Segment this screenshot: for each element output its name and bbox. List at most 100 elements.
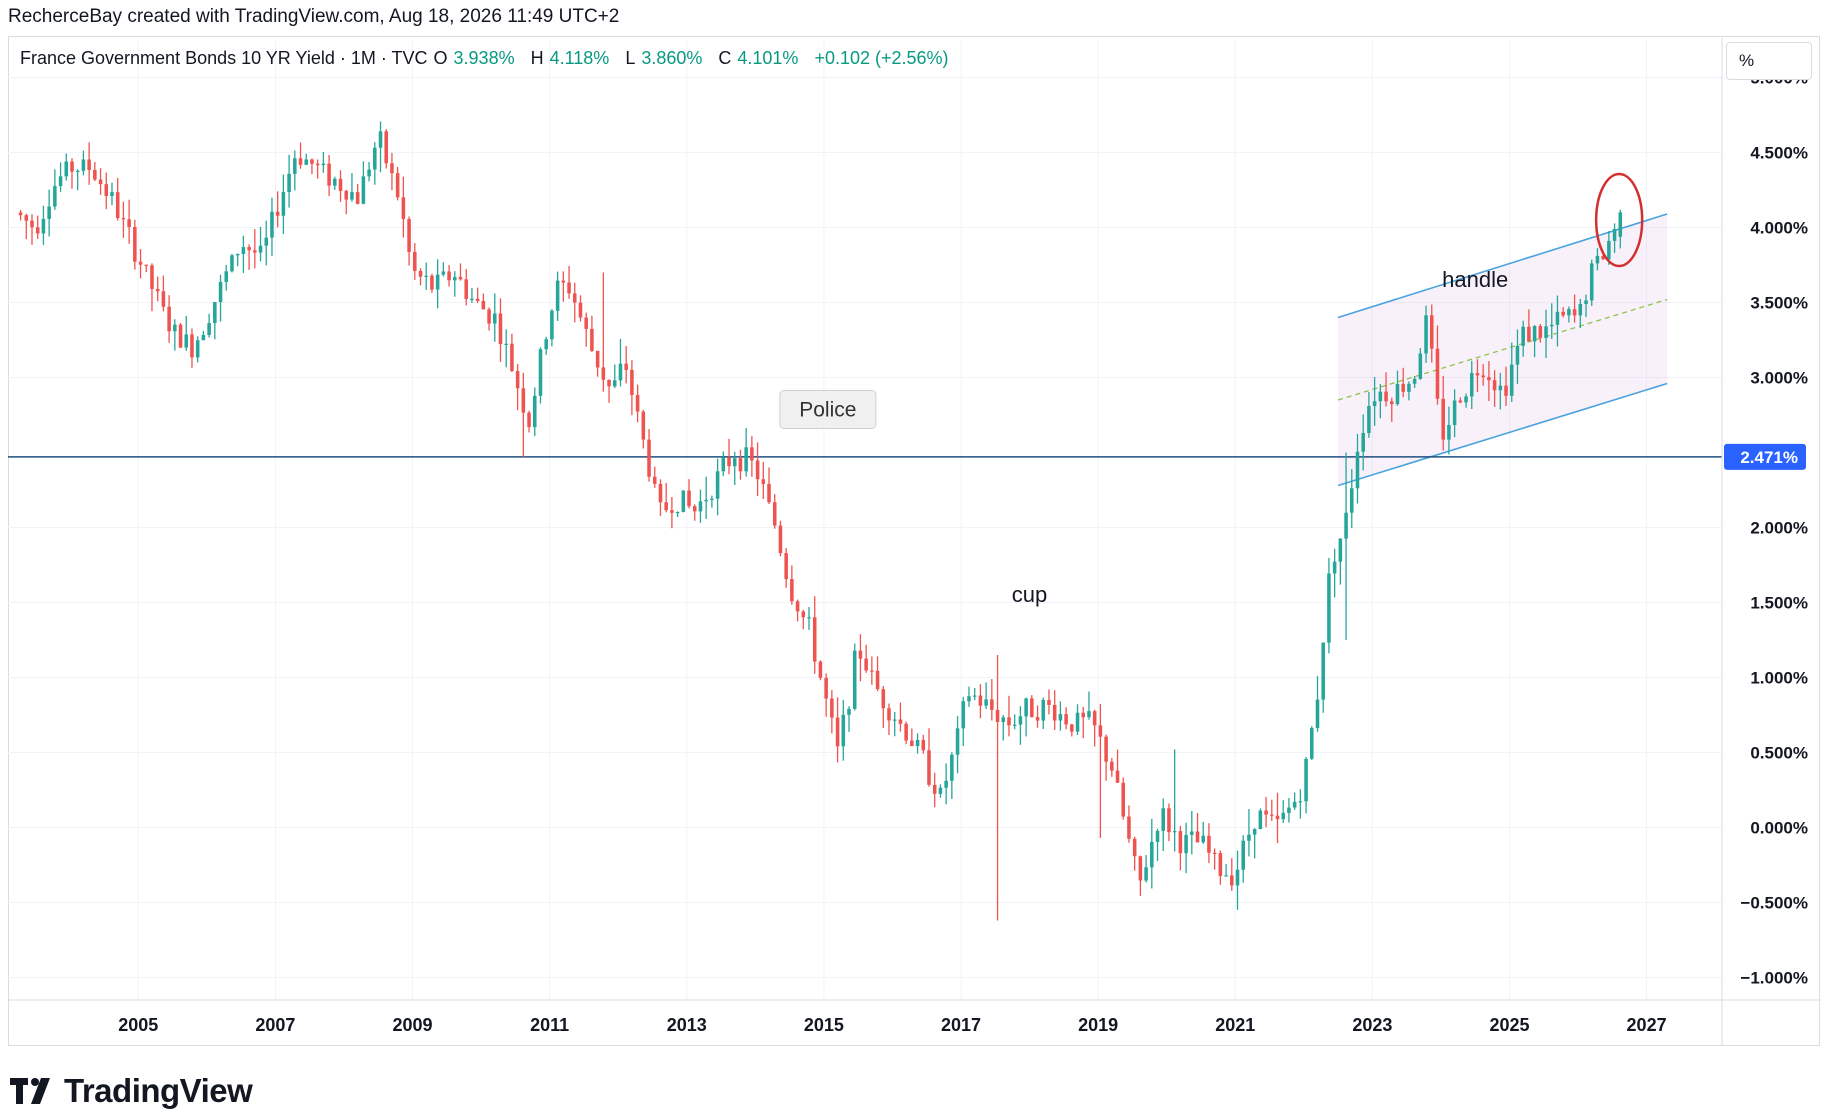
candle-up — [1509, 342, 1514, 402]
tradingview-logo-icon — [10, 1078, 50, 1104]
candle-body — [1264, 810, 1268, 815]
candle-body — [1412, 378, 1417, 384]
candle-body — [1618, 212, 1623, 237]
candle-up — [1224, 864, 1228, 877]
candle-up — [1144, 855, 1148, 883]
candle-body — [1515, 345, 1520, 365]
candle-up — [1452, 389, 1457, 438]
candle-body — [921, 739, 926, 751]
candle-body — [1064, 714, 1068, 725]
annotation-label[interactable]: handle — [1442, 267, 1508, 292]
candle-body — [1492, 380, 1497, 391]
candle-body — [344, 190, 349, 200]
annotation-label[interactable]: cup — [1012, 582, 1047, 607]
candle-body — [807, 617, 811, 619]
candle-body — [961, 701, 966, 729]
candle-up — [1201, 821, 1206, 844]
candle-up — [1407, 381, 1411, 401]
y-tick-label: 3.000% — [1750, 369, 1808, 388]
candle-body — [150, 265, 154, 289]
unit-selector-button[interactable]: % — [1726, 42, 1812, 80]
candle-up — [1241, 835, 1245, 883]
candle-body — [184, 334, 189, 348]
candle-body — [498, 313, 503, 345]
candle-body — [944, 780, 948, 788]
candle-body — [241, 247, 246, 254]
channel-upper-line[interactable] — [1337, 213, 1668, 319]
candle-body — [1070, 724, 1074, 732]
candle-up — [333, 176, 337, 190]
candle-up — [984, 682, 988, 709]
candle-up — [281, 174, 286, 234]
candle-down — [70, 158, 74, 189]
legend-close: 4.101% — [737, 48, 799, 68]
candle-down — [1047, 689, 1051, 715]
candle-up — [1584, 294, 1588, 317]
candle-down — [1098, 703, 1103, 838]
candle-body — [1344, 512, 1348, 539]
candle-body — [1338, 538, 1343, 562]
y-tick-label: 3.500% — [1750, 294, 1808, 313]
candle-up — [744, 428, 748, 477]
candle-body — [692, 506, 697, 512]
candle-body — [578, 302, 583, 318]
highlight-circle[interactable] — [1594, 172, 1644, 268]
candle-body — [761, 479, 766, 484]
candle-down — [247, 244, 251, 270]
candle-body — [658, 483, 663, 503]
annotation-box[interactable] — [779, 390, 877, 429]
candle-body — [1452, 400, 1457, 426]
candle-body — [1201, 835, 1206, 843]
candle-up — [81, 150, 86, 176]
candle-body — [453, 276, 457, 281]
candle-down — [1104, 734, 1108, 781]
unit-label: % — [1739, 51, 1755, 70]
candle-up — [47, 189, 51, 237]
candle-down — [1458, 397, 1463, 404]
candle-down — [447, 265, 451, 287]
candle-down — [624, 346, 628, 384]
x-tick-label: 2021 — [1215, 1015, 1255, 1035]
candle-body — [378, 131, 383, 148]
candle-up — [841, 699, 846, 761]
candle-body — [104, 184, 109, 196]
candle-down — [1435, 325, 1440, 405]
candle-body — [1035, 717, 1040, 721]
candle-body — [847, 708, 851, 715]
candle-body — [1207, 835, 1211, 853]
channel-middle-line — [1337, 298, 1668, 401]
candle-body — [950, 754, 954, 781]
candle-down — [475, 287, 480, 304]
candle-body — [304, 159, 309, 165]
x-tick-label: 2015 — [804, 1015, 844, 1035]
candle-body — [892, 719, 897, 721]
candle-body — [1469, 373, 1474, 397]
candle-down — [1195, 813, 1200, 843]
candle-down — [818, 660, 823, 681]
candle-up — [373, 142, 377, 185]
candle-down — [995, 655, 1000, 921]
candle-body — [870, 670, 874, 672]
candle-body — [1509, 364, 1514, 396]
candle-down — [778, 520, 783, 557]
candle-up — [258, 226, 263, 262]
candle-up — [1338, 538, 1343, 585]
candle-up — [612, 364, 617, 389]
candle-body — [550, 310, 554, 340]
candle-up — [847, 706, 851, 732]
candle-body — [264, 237, 269, 246]
candle-body — [1007, 717, 1011, 726]
candle-up — [378, 121, 383, 173]
x-tick-label: 2007 — [255, 1015, 295, 1035]
candle-body — [1424, 315, 1428, 354]
candle-body — [544, 339, 548, 350]
candle-down — [430, 273, 434, 293]
candle-body — [167, 306, 171, 332]
candle-body — [395, 173, 400, 198]
candle-down — [927, 728, 931, 787]
candle-down — [1429, 304, 1434, 363]
candle-down — [401, 176, 406, 238]
channel-lower-line[interactable] — [1337, 382, 1668, 487]
candle-down — [670, 496, 674, 529]
